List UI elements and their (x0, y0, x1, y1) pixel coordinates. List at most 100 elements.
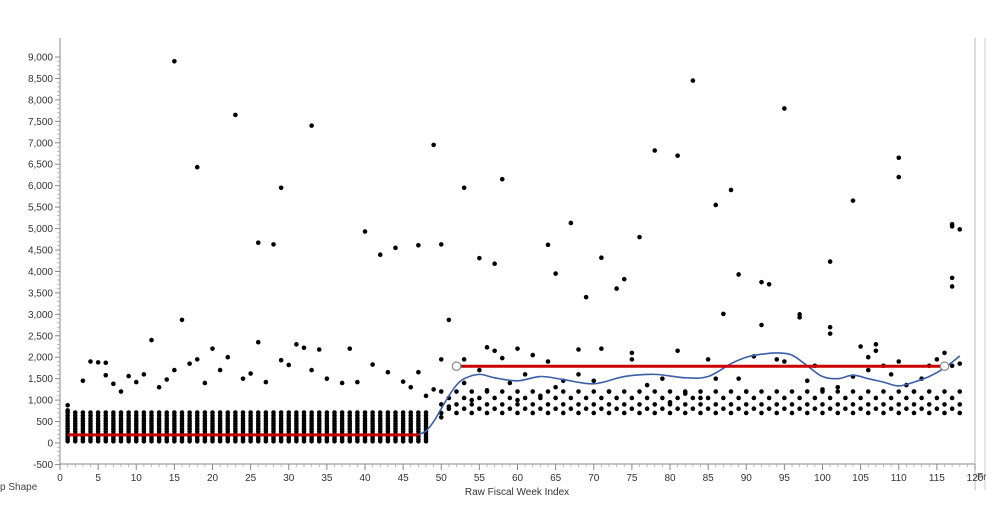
data-point (934, 357, 940, 362)
y-tick-label: 5,000 (28, 224, 53, 235)
data-point (629, 357, 635, 362)
data-point (774, 357, 780, 362)
fit-handle-marker[interactable] (939, 361, 950, 372)
data-point (591, 402, 597, 407)
data-point (522, 372, 528, 377)
data-point (294, 342, 299, 347)
data-point (774, 402, 780, 407)
data-point (843, 406, 848, 411)
data-point (888, 372, 894, 377)
data-point (568, 406, 574, 411)
data-point (721, 311, 726, 317)
data-point (911, 410, 917, 416)
data-point (240, 410, 246, 415)
data-point (774, 389, 780, 394)
data-point (248, 410, 253, 415)
data-point (751, 406, 757, 411)
y-tick-label: 5,500 (28, 203, 53, 214)
data-point (644, 395, 650, 401)
data-point (705, 395, 711, 401)
data-point (743, 402, 749, 407)
data-point (591, 389, 597, 394)
data-point (477, 395, 482, 401)
data-point (126, 373, 131, 379)
data-point (240, 376, 246, 381)
x-tick-label: 50 (436, 473, 448, 484)
data-point (705, 406, 711, 411)
data-point (271, 410, 276, 415)
x-axis-title: Raw Fiscal Week Index (465, 487, 569, 498)
data-point (484, 345, 490, 350)
x-tick-label: 100 (814, 473, 831, 484)
data-point (301, 345, 307, 351)
data-point (393, 245, 398, 251)
data-point (896, 359, 902, 364)
data-point (530, 389, 536, 394)
data-point (919, 406, 924, 411)
data-point (957, 410, 963, 416)
data-point (858, 395, 863, 401)
data-point (172, 58, 177, 64)
data-point (515, 389, 520, 394)
data-point (896, 389, 902, 394)
data-point (728, 389, 734, 394)
data-point (454, 410, 459, 416)
data-point (736, 272, 741, 277)
data-point (682, 402, 688, 407)
data-point (957, 402, 963, 407)
data-point (789, 410, 795, 416)
data-point (461, 185, 467, 191)
data-point (263, 379, 269, 385)
data-point (385, 369, 391, 375)
data-point (95, 410, 101, 415)
fit-handle-marker[interactable] (451, 361, 462, 372)
data-point (782, 406, 787, 411)
data-point (850, 410, 856, 416)
data-point (614, 286, 619, 291)
data-point (675, 406, 680, 411)
data-point (370, 410, 375, 415)
y-tick-label: 6,000 (28, 181, 53, 192)
y-tick-label: 1,000 (28, 396, 53, 407)
data-point (576, 347, 581, 352)
data-point (804, 389, 810, 394)
data-point (469, 402, 475, 407)
data-point (942, 402, 947, 407)
data-point (949, 275, 955, 281)
data-point (782, 106, 787, 111)
data-point (202, 410, 208, 415)
data-point (621, 402, 627, 407)
data-point (118, 389, 124, 394)
data-point (881, 402, 886, 407)
data-point (278, 357, 284, 363)
data-point (804, 378, 810, 384)
data-point (751, 395, 757, 401)
data-point (934, 395, 940, 401)
data-point (599, 395, 604, 401)
data-point (446, 317, 452, 323)
data-point (88, 359, 93, 364)
data-point (904, 395, 909, 401)
data-point (583, 406, 589, 411)
data-point (865, 410, 871, 416)
data-point (812, 395, 818, 401)
data-point (713, 376, 719, 381)
data-point (522, 406, 528, 411)
data-point (408, 384, 414, 390)
data-point (713, 410, 719, 416)
data-point (149, 337, 154, 343)
data-point (530, 410, 536, 416)
data-point (820, 410, 825, 416)
data-point (538, 393, 543, 399)
y-tick-label: 1,500 (28, 374, 53, 385)
data-point (309, 123, 314, 128)
x-tick-label: 65 (550, 473, 562, 484)
data-point (827, 395, 833, 401)
data-point (553, 395, 558, 401)
data-point (583, 395, 589, 401)
data-point (789, 389, 795, 394)
data-point (149, 410, 154, 415)
x-axis-ticks: 0 5 10 15 20 25 30 35 40 45 50 55 60 65 70 75 80 85 90 95 10… (57, 464, 984, 484)
data-point (621, 276, 627, 282)
data-point (606, 410, 612, 416)
